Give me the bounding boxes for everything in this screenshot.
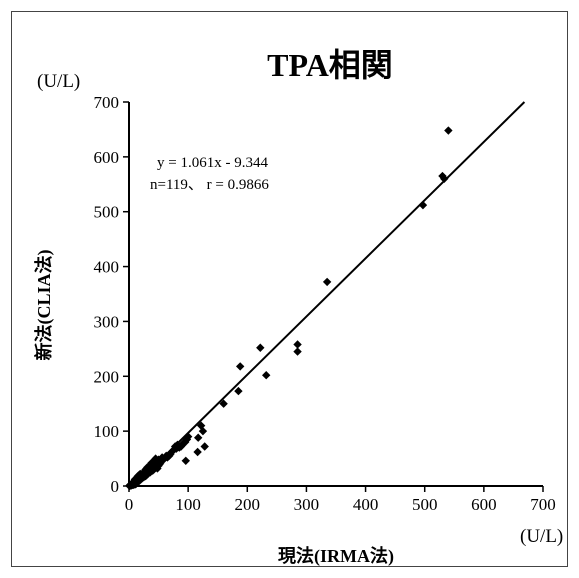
data-point: [293, 347, 302, 356]
data-point: [235, 362, 245, 371]
plot-area: 0 100 200 300 400 500 600 700 0 100 200 300 400 500 60…: [94, 93, 556, 514]
x-axis-label: 現法(IRMA法): [278, 545, 394, 567]
regression-line: [133, 101, 526, 487]
data-point: [181, 456, 190, 465]
y-tick-label: 500: [94, 203, 120, 222]
regression-equation: y = 1.061x - 9.344: [157, 155, 268, 171]
x-tick-label: 400: [353, 495, 379, 514]
x-tick-label: 0: [125, 495, 134, 514]
data-point: [440, 174, 449, 183]
y-tick-label: 700: [94, 93, 120, 112]
data-point: [262, 370, 271, 380]
data-point: [322, 277, 332, 287]
x-tick-label: 700: [530, 495, 556, 514]
x-tick-label: 300: [294, 495, 320, 514]
data-point: [193, 433, 203, 442]
y-tick-label: 300: [94, 312, 120, 331]
data-point: [256, 343, 265, 352]
y-tick-label: 100: [94, 422, 120, 441]
data-point: [200, 442, 209, 451]
regression-stats: n=119、 r = 0.9866: [150, 177, 269, 193]
data-point: [193, 447, 202, 457]
y-tick-label: 400: [94, 258, 120, 277]
x-unit-label: (U/L): [520, 526, 563, 547]
data-point: [293, 340, 302, 349]
data-point: [219, 399, 228, 408]
x-tick-label: 600: [471, 495, 497, 514]
chart-title: TPA相関: [267, 47, 393, 83]
y-axis-label: 新法(CLIA法): [33, 249, 55, 360]
x-tick-label: 100: [175, 495, 201, 514]
y-unit-label: (U/L): [37, 71, 80, 92]
data-point: [234, 386, 243, 396]
x-tick-label: 500: [412, 495, 438, 514]
chart-frame: [11, 11, 568, 567]
data-point: [198, 426, 208, 436]
y-tick-label: 200: [94, 367, 120, 386]
data-point: [125, 481, 134, 491]
data-point: [418, 200, 428, 210]
y-tick-label: 600: [94, 148, 120, 167]
x-tick-label: 200: [235, 495, 261, 514]
y-tick-label: 0: [111, 477, 120, 496]
data-point: [444, 126, 453, 135]
